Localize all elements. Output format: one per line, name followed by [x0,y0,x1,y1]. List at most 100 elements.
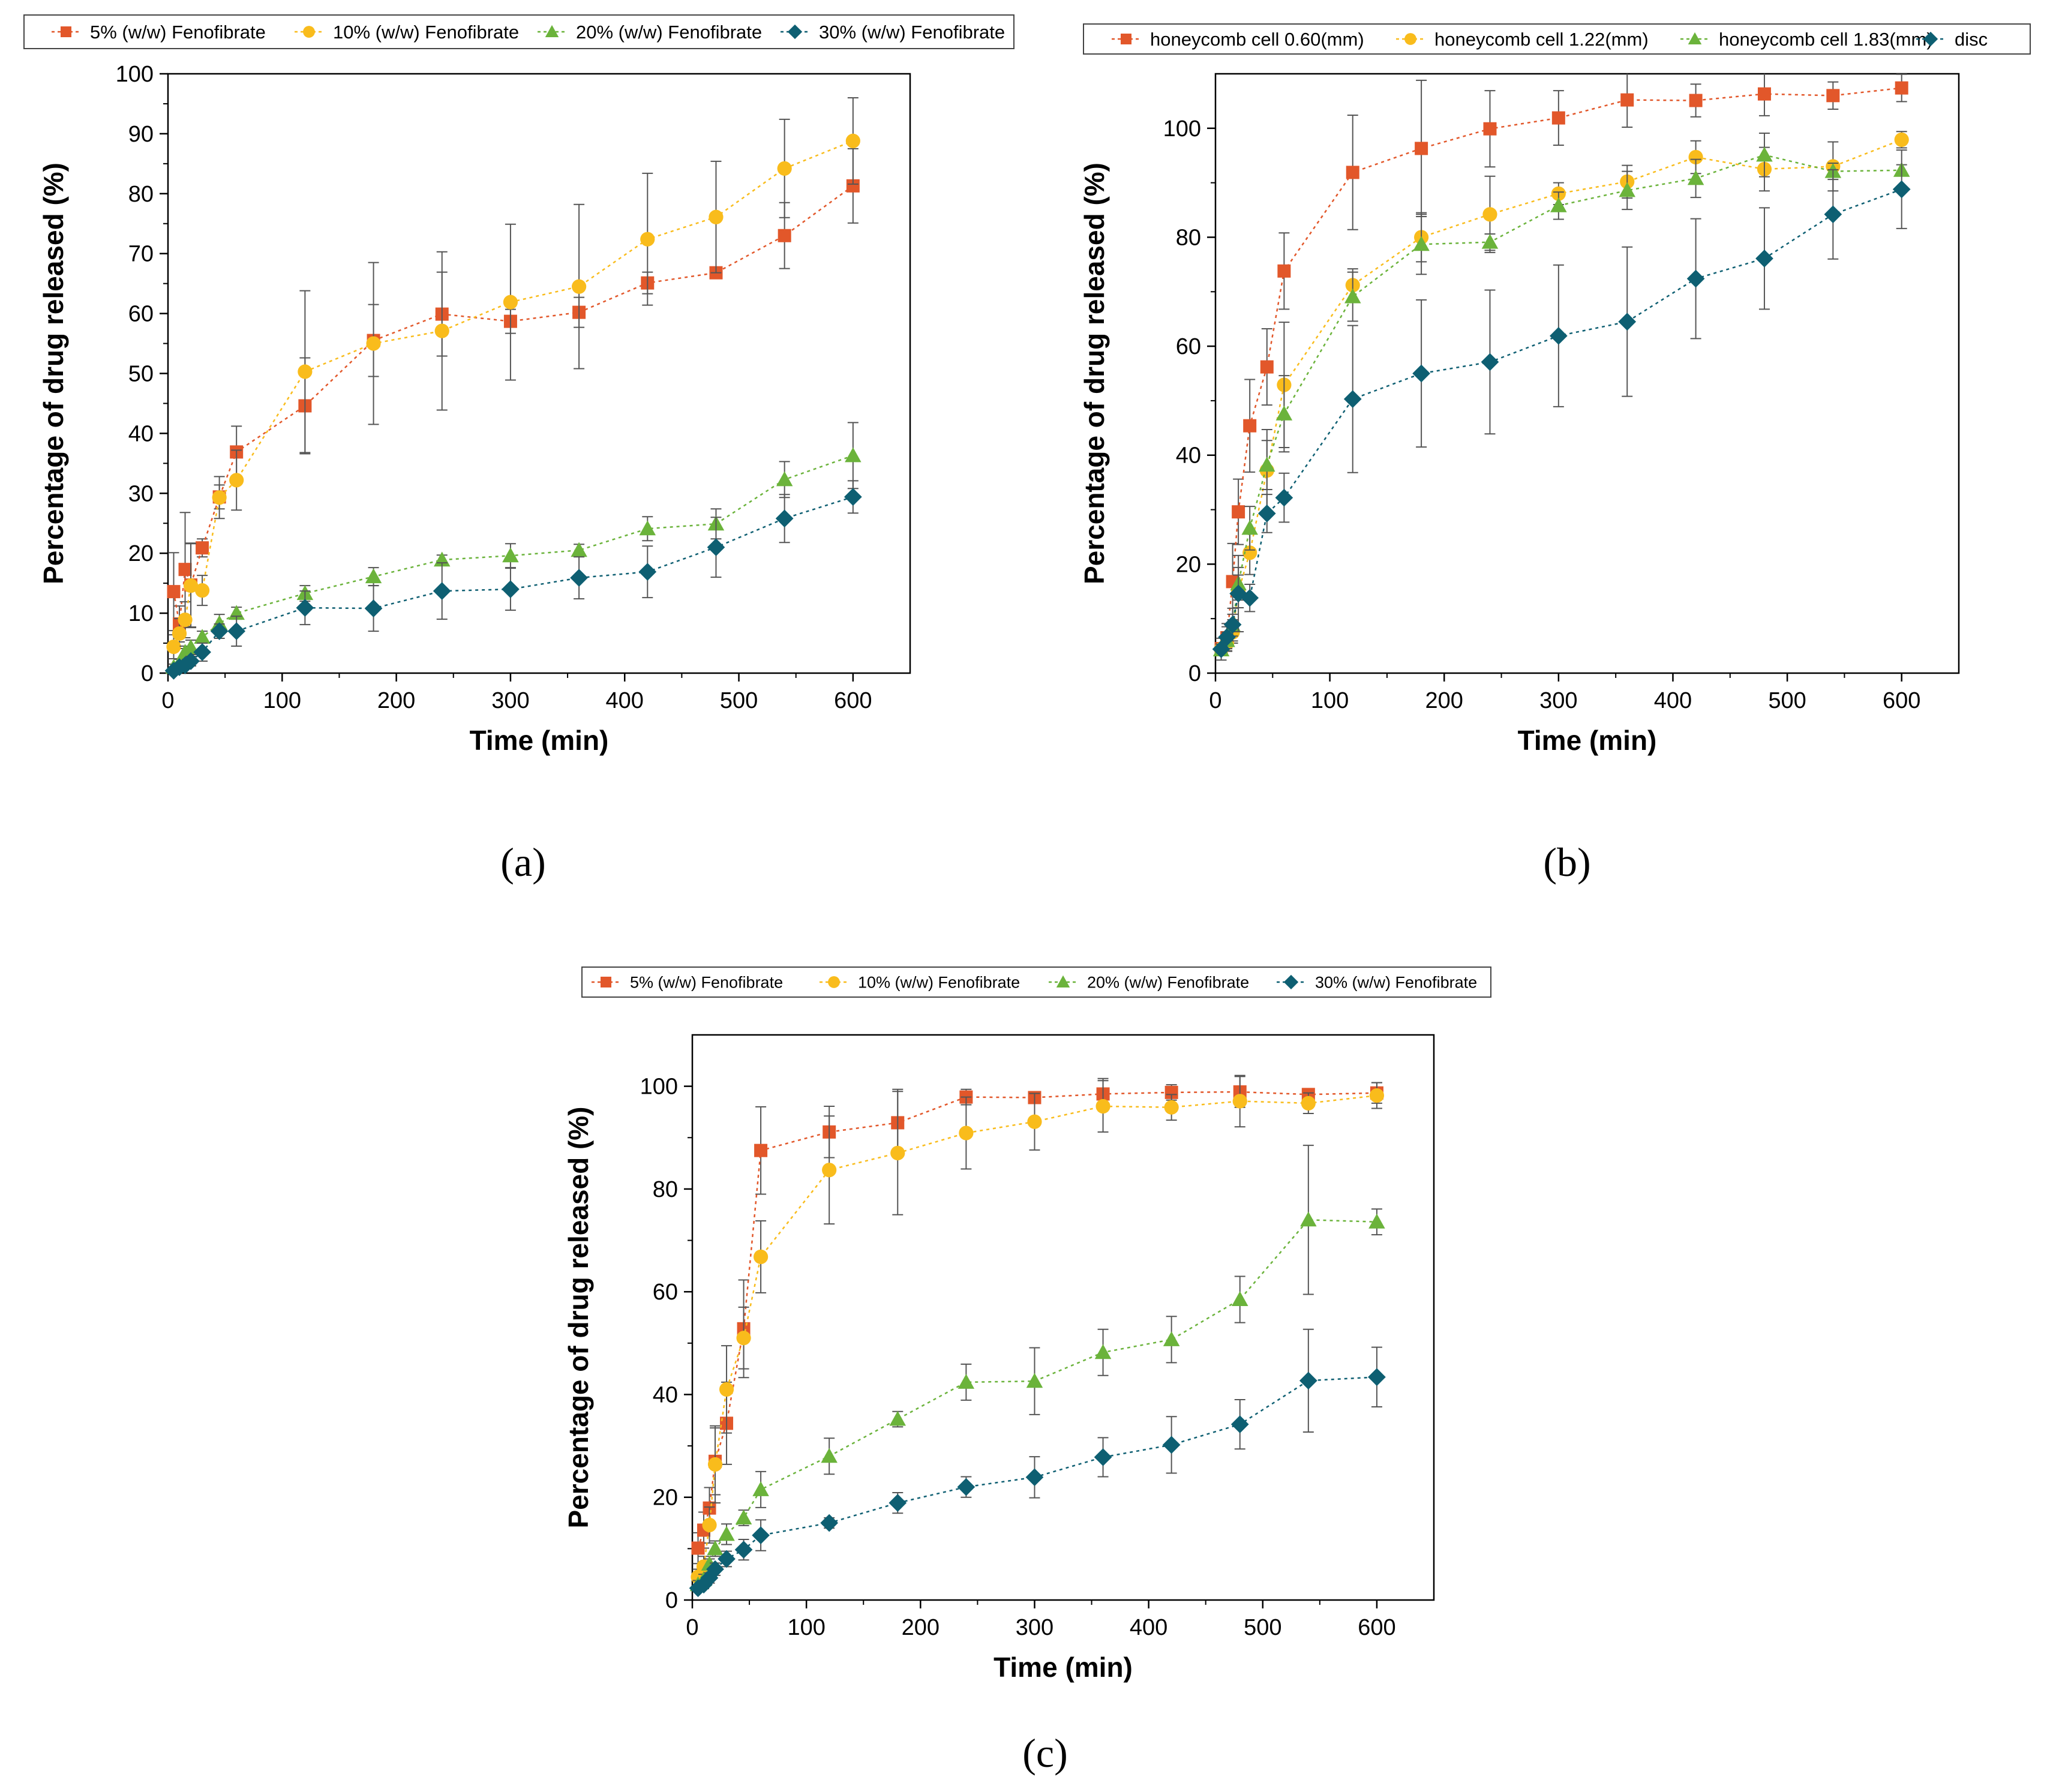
data-point [776,471,793,487]
data-point [1231,1291,1248,1307]
data-point [172,626,187,641]
data-point [502,547,519,563]
data-point [1618,313,1637,331]
y-tick-label: 30 [128,481,154,506]
y-tick-label: 80 [653,1177,678,1202]
legend-marker [1688,32,1702,44]
y-tick-label: 60 [128,302,154,327]
series-line [1220,87,1902,649]
legend-label: 10% (w/w) Fenofibrate [333,22,519,43]
data-point [718,1526,735,1541]
data-point [227,622,246,640]
data-point [1026,1373,1043,1388]
series-line [697,1094,1377,1578]
series-line [173,140,854,647]
series-line [1220,188,1902,650]
x-tick-label: 400 [606,688,644,713]
series-line [697,1091,1377,1548]
data-point [959,1125,974,1140]
legend-marker [1923,31,1938,47]
data-point [166,639,181,655]
data-point [182,652,200,670]
data-point [957,1478,976,1496]
data-point [167,585,181,599]
x-tick-label: 600 [1883,688,1920,713]
data-point [735,1509,752,1524]
data-point [1259,457,1275,472]
x-axis-title: Time (min) [470,725,609,756]
plot-frame [691,1034,1435,1601]
x-axis-title: Time (min) [1518,725,1657,756]
legend-marker [1056,975,1070,987]
data-point [706,1560,724,1578]
data-point [1232,1094,1247,1109]
data-point [752,1526,770,1544]
data-point [889,1410,907,1426]
y-tick-label: 20 [128,541,154,566]
series-line [1220,154,1902,650]
data-point [639,520,656,536]
x-tick-label: 600 [834,688,872,713]
data-point [691,1541,705,1555]
y-tick-label: 50 [128,362,154,387]
data-point [212,490,227,505]
y-tick-label: 0 [665,1588,678,1613]
data-point [821,1448,838,1463]
y-tick-label: 0 [141,661,154,686]
data-point [1549,326,1568,345]
x-tick-label: 200 [377,688,415,713]
data-point [1094,1448,1112,1466]
data-point [298,364,313,379]
x-tick-label: 600 [1358,1615,1395,1640]
legend-entry: 30% (w/w) Fenofibrate [781,22,1005,43]
series-3 [1212,149,1911,661]
legend-marker [545,25,559,37]
y-tick-label: 60 [653,1280,678,1305]
data-point [1688,149,1703,165]
data-point [196,541,209,555]
data-point [365,568,382,584]
y-tick-label: 0 [1188,661,1201,686]
data-point [503,295,518,310]
data-point [707,538,725,557]
x-tick-label: 300 [491,688,529,713]
legend-entry: 10% (w/w) Fenofibrate [820,974,1020,992]
legend-marker [1283,974,1299,990]
legend-label: 30% (w/w) Fenofibrate [819,22,1005,43]
data-point [1481,233,1499,249]
series-2 [1212,132,1910,656]
data-point [1483,122,1497,136]
data-point [1894,132,1909,147]
data-point [502,580,520,598]
data-point [1756,146,1773,162]
y-tick-label: 20 [653,1485,678,1511]
legend-label: honeycomb cell 0.60(mm) [1150,29,1364,50]
series-1 [166,97,860,660]
panel-caption-b: (b) [1543,839,1590,885]
data-point [1230,1415,1249,1433]
legend-box [1083,23,2031,55]
data-point [1687,170,1704,185]
data-point [194,583,210,598]
data-point [1619,182,1635,197]
data-point [707,1540,724,1556]
series-0 [1214,73,1908,656]
x-tick-label: 300 [1016,1615,1053,1640]
legend: 5% (w/w) Fenofibrate 10% (w/w) Fenofibrat… [23,14,1015,49]
data-point [183,578,199,593]
series-2 [689,1145,1385,1592]
data-point [1299,1371,1317,1390]
data-point [846,179,860,193]
data-point [754,1143,768,1157]
data-point [433,582,451,600]
y-tick-label: 70 [128,242,154,267]
y-tick-label: 80 [1176,225,1201,250]
data-point [702,1517,717,1533]
data-point [1218,628,1236,646]
data-point [844,488,862,506]
data-point [845,447,862,463]
data-point [1368,1368,1386,1386]
legend-marker [1404,33,1416,45]
legend-entry: 20% (w/w) Fenofibrate [538,22,762,43]
